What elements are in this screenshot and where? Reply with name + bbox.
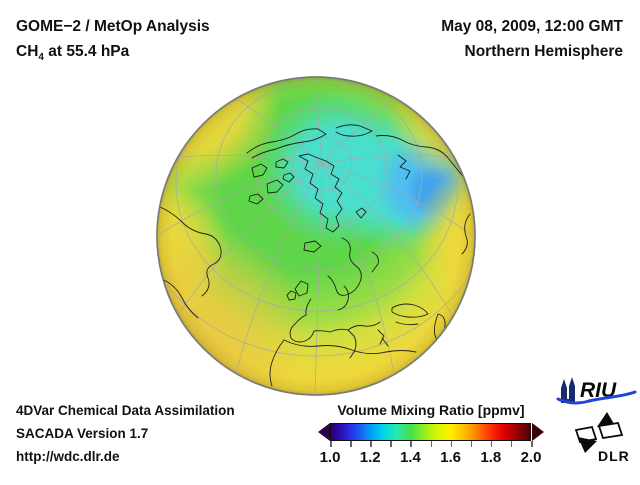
tick-label: 2.0 <box>520 449 542 466</box>
tick-label: 1.0 <box>319 449 341 466</box>
colorbar-right-arrow <box>532 423 544 441</box>
riu-logo: RIU <box>555 375 640 412</box>
riu-swoosh <box>556 390 637 405</box>
colorbar-labels: 1.0 1.2 1.4 1.6 1.8 2.0 <box>320 449 542 469</box>
colorbar: Volume Mixing Ratio [ppmv] 1.0 1.2 1.4 1… <box>318 402 544 469</box>
datetime-label: May 08, 2009, 12:00 GMT <box>441 18 623 35</box>
tick-label: 1.2 <box>359 449 381 466</box>
ch4-field <box>157 77 475 395</box>
colorbar-left-arrow <box>318 423 330 441</box>
url-label: http://wdc.dlr.de <box>16 449 120 464</box>
parameter-level-line: CH4 at 55.4 hPa <box>16 43 130 64</box>
colorbar-bar <box>318 423 544 447</box>
tick-label: 1.6 <box>440 449 462 466</box>
dlr-emblem-icon <box>574 412 624 453</box>
colorbar-title: Volume Mixing Ratio [ppmv] <box>337 402 525 418</box>
assimilation-label: 4DVar Chemical Data Assimilation <box>16 403 235 418</box>
ch4-subscript: 4 <box>38 52 44 64</box>
dlr-text: DLR <box>598 448 630 464</box>
graticule <box>157 77 475 395</box>
footer-left: 4DVar Chemical Data Assimilation SACADA … <box>16 399 235 468</box>
cathedral-icon <box>561 377 575 403</box>
colorbar-gradient <box>330 423 531 441</box>
globe-outline <box>156 76 476 396</box>
header-right: May 08, 2009, 12:00 GMT Northern Hemisph… <box>441 14 623 64</box>
version-label: SACADA Version 1.7 <box>16 426 149 441</box>
tick-label: 1.8 <box>480 449 502 466</box>
region-label: Northern Hemisphere <box>464 43 623 60</box>
header-left: GOME−2 / MetOp Analysis CH4 at 55.4 hPa <box>16 14 210 70</box>
colorbar-ticks <box>330 441 533 448</box>
page-title: GOME−2 / MetOp Analysis <box>16 18 210 35</box>
tick-label: 1.4 <box>399 449 421 466</box>
dlr-logo: DLR <box>566 408 636 471</box>
